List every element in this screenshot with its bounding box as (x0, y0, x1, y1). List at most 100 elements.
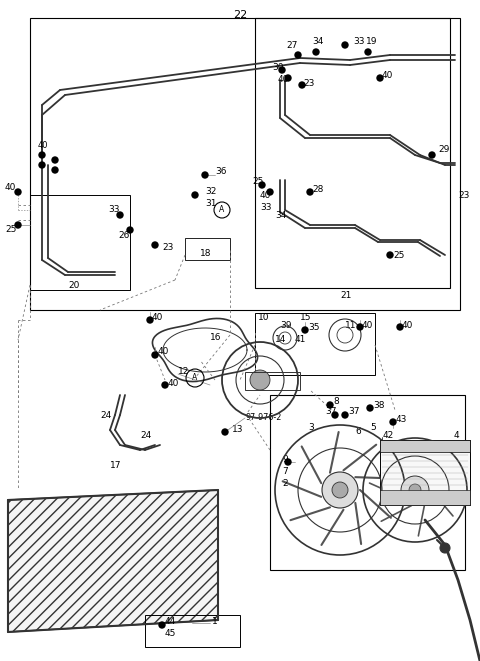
Circle shape (152, 242, 158, 248)
Circle shape (162, 382, 168, 388)
Circle shape (52, 167, 58, 173)
Bar (255, 313, 375, 375)
Text: 40: 40 (278, 75, 289, 85)
Text: 24: 24 (140, 430, 151, 440)
Circle shape (279, 67, 285, 73)
Circle shape (39, 162, 45, 168)
Text: 10: 10 (258, 313, 269, 323)
Text: 30: 30 (272, 63, 284, 71)
Text: 45: 45 (165, 629, 176, 637)
Circle shape (429, 152, 435, 158)
Circle shape (299, 82, 305, 88)
Circle shape (202, 172, 208, 178)
Text: 23: 23 (303, 79, 314, 87)
Circle shape (127, 227, 133, 233)
Text: 23: 23 (458, 190, 469, 200)
Text: 40: 40 (402, 321, 413, 329)
Circle shape (365, 49, 371, 55)
Circle shape (295, 52, 301, 58)
Bar (380, 490, 470, 505)
Circle shape (222, 429, 228, 435)
Circle shape (250, 370, 270, 390)
Text: 4: 4 (454, 430, 460, 440)
Text: 32: 32 (205, 188, 216, 196)
Text: A: A (219, 206, 225, 215)
Text: 40: 40 (38, 141, 48, 149)
Circle shape (52, 157, 58, 163)
Text: 9: 9 (282, 455, 288, 465)
Text: CAUTION: CAUTION (385, 444, 410, 449)
Text: 40: 40 (260, 192, 271, 200)
Text: 37: 37 (325, 407, 336, 416)
Bar (255, 18, 450, 288)
Text: 44: 44 (165, 617, 176, 627)
Circle shape (259, 182, 265, 188)
Circle shape (397, 324, 403, 330)
Text: 25: 25 (393, 251, 404, 260)
Text: 38: 38 (373, 401, 384, 410)
Circle shape (342, 42, 348, 48)
Circle shape (409, 484, 421, 496)
Circle shape (267, 189, 273, 195)
Circle shape (390, 419, 396, 425)
Text: 25: 25 (252, 178, 264, 186)
Bar (270, 395, 465, 570)
Circle shape (327, 402, 333, 408)
Circle shape (15, 189, 21, 195)
Text: 26: 26 (118, 231, 130, 239)
Text: 34: 34 (275, 210, 287, 219)
Text: 3: 3 (308, 424, 314, 432)
Text: 19: 19 (366, 38, 377, 46)
Text: 41: 41 (295, 336, 306, 344)
Text: A: A (192, 373, 198, 383)
Circle shape (367, 405, 373, 411)
Text: 17: 17 (110, 461, 121, 469)
Bar (245, 372, 300, 390)
Text: 40: 40 (5, 184, 16, 192)
Circle shape (332, 482, 348, 498)
Circle shape (377, 75, 383, 81)
Circle shape (152, 352, 158, 358)
Text: 5: 5 (370, 424, 376, 432)
Text: 39: 39 (280, 321, 291, 329)
Bar (185, 238, 230, 260)
Text: 20: 20 (68, 280, 79, 290)
Circle shape (342, 412, 348, 418)
Text: 34: 34 (312, 38, 324, 46)
Text: 18: 18 (200, 249, 212, 258)
Text: 2: 2 (282, 479, 288, 488)
Text: 42: 42 (383, 430, 394, 440)
Text: 24: 24 (100, 410, 111, 420)
Text: 22: 22 (233, 10, 247, 20)
Circle shape (285, 459, 291, 465)
Text: 27: 27 (286, 40, 298, 50)
Text: 21: 21 (340, 290, 351, 299)
Polygon shape (8, 490, 218, 632)
Text: 15: 15 (300, 313, 312, 323)
Text: 40: 40 (382, 71, 394, 79)
Circle shape (401, 476, 429, 504)
Text: 13: 13 (232, 426, 243, 434)
Circle shape (307, 189, 313, 195)
Text: 31: 31 (205, 200, 216, 208)
Circle shape (322, 472, 358, 508)
Bar (145, 615, 240, 647)
Text: 33: 33 (353, 38, 364, 46)
Text: 97-976-2: 97-976-2 (245, 414, 281, 422)
Text: 28: 28 (312, 184, 324, 194)
Circle shape (15, 222, 21, 228)
Text: 23: 23 (162, 243, 173, 253)
Circle shape (387, 252, 393, 258)
Text: 40: 40 (362, 321, 373, 329)
Text: 33: 33 (260, 204, 272, 212)
Circle shape (39, 152, 45, 158)
Text: 1: 1 (212, 617, 218, 627)
Text: 36: 36 (215, 167, 227, 176)
Text: 40: 40 (158, 348, 169, 356)
Text: 29: 29 (438, 145, 449, 155)
Text: 16: 16 (210, 332, 221, 342)
Bar (30, 195, 130, 290)
Text: 37: 37 (348, 407, 360, 416)
Circle shape (332, 412, 338, 418)
Bar (380, 440, 470, 505)
